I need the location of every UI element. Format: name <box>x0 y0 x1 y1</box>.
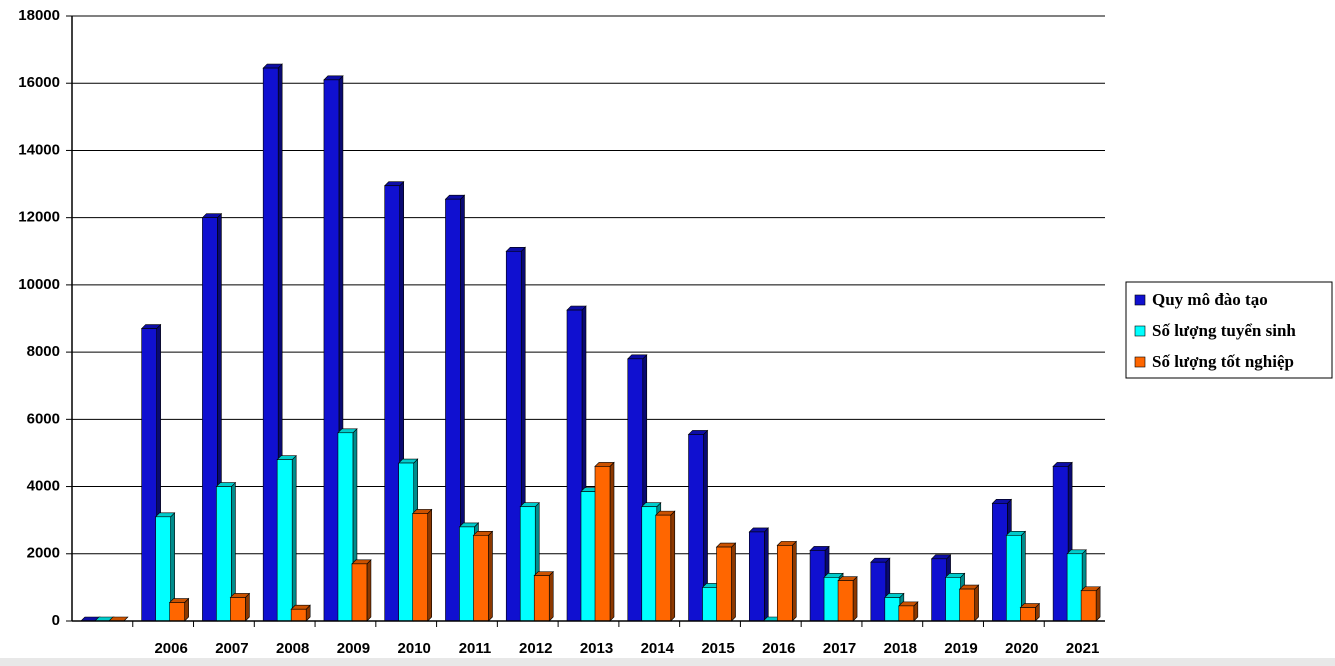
x-tick-label: 2009 <box>337 640 370 657</box>
bar <box>337 432 354 622</box>
y-tick-label: 18000 <box>18 7 60 24</box>
bar <box>931 558 947 622</box>
bar-side <box>670 510 676 622</box>
legend-label: Quy mô đào tạo <box>1152 290 1268 309</box>
bar <box>748 531 765 622</box>
bar-side <box>1095 586 1101 622</box>
legend-swatch <box>1134 294 1146 306</box>
bar <box>566 309 583 622</box>
legend-label: Số lượng tốt nghiệp <box>1152 352 1294 371</box>
bar-side <box>763 527 769 622</box>
x-tick-label: 2017 <box>823 640 856 657</box>
bar <box>959 588 975 622</box>
x-tick-label: 2013 <box>580 640 613 657</box>
bar <box>992 503 1008 622</box>
y-tick-label: 0 <box>52 612 60 629</box>
bar <box>141 328 157 622</box>
bar <box>505 250 522 622</box>
bar <box>594 466 611 622</box>
bar <box>716 546 732 622</box>
x-tick-label: 2014 <box>641 640 675 657</box>
bar <box>169 602 185 622</box>
bar <box>823 577 840 622</box>
bar <box>870 561 887 622</box>
bar <box>627 358 644 622</box>
bar-side <box>974 584 979 622</box>
x-tick-label: 2021 <box>1066 640 1099 657</box>
bar <box>776 545 793 622</box>
y-tick-label: 4000 <box>27 478 60 495</box>
bar-side <box>291 454 297 622</box>
x-tick-label: 2016 <box>762 640 795 657</box>
bar <box>351 563 368 622</box>
bar <box>473 534 489 622</box>
bar <box>216 486 232 622</box>
y-tick-label: 10000 <box>18 276 60 293</box>
x-tick-label: 2008 <box>276 640 309 657</box>
bar <box>655 514 672 622</box>
bar <box>1020 607 1036 622</box>
legend-swatch <box>1134 325 1146 337</box>
bar <box>230 597 246 622</box>
bar <box>945 577 961 622</box>
bar <box>398 462 415 622</box>
bar <box>641 506 658 622</box>
bar <box>809 550 826 622</box>
bar <box>533 575 550 622</box>
x-tick-label: 2019 <box>944 640 977 657</box>
x-tick-label: 2006 <box>154 640 187 657</box>
bar-side <box>245 592 250 622</box>
bar <box>519 506 536 622</box>
legend-label: Số lượng tuyển sinh <box>1152 321 1296 340</box>
y-tick-label: 6000 <box>27 410 60 427</box>
bar <box>702 587 718 622</box>
bar-side <box>366 559 372 622</box>
bar <box>323 79 340 622</box>
y-tick-label: 14000 <box>18 141 60 158</box>
bar-side <box>791 540 797 622</box>
x-tick-label: 2010 <box>398 640 431 657</box>
bar <box>290 608 307 622</box>
bar <box>1006 534 1022 622</box>
x-tick-label: 2015 <box>701 640 734 657</box>
bar <box>580 491 597 622</box>
bar <box>384 185 401 622</box>
bar <box>884 597 901 622</box>
bottom-strip <box>0 658 1335 666</box>
y-tick-label: 8000 <box>27 343 60 360</box>
bar <box>898 605 915 622</box>
bar-side <box>427 508 433 622</box>
y-tick-label: 12000 <box>18 209 60 226</box>
plot-area: 0 2000 4000 6000 8000 10000 12000 14000 16000 180… <box>18 7 1105 657</box>
bar <box>412 513 429 622</box>
bar <box>155 516 171 622</box>
legend: Quy mô đào tạo Số lượng tuyển sinh Số lượn… <box>1125 281 1333 379</box>
bar <box>202 217 218 622</box>
legend-swatch <box>1134 356 1146 368</box>
bar <box>262 67 279 622</box>
bar <box>1052 466 1069 622</box>
bar-side <box>548 570 554 622</box>
x-tick-label: 2012 <box>519 640 552 657</box>
bar-side <box>488 530 493 622</box>
x-tick-label: 2011 <box>459 640 492 657</box>
bar <box>459 526 475 622</box>
x-tick-label: 2007 <box>215 640 248 657</box>
x-tick-label: 2020 <box>1005 640 1038 657</box>
bar-side <box>852 575 858 622</box>
bar <box>1080 590 1097 622</box>
y-tick-label: 2000 <box>27 545 60 562</box>
bar <box>688 434 704 622</box>
legend-box <box>1125 281 1333 379</box>
bar <box>1066 553 1083 622</box>
bar <box>276 459 293 622</box>
bar <box>445 198 461 622</box>
y-tick-label: 16000 <box>18 74 60 91</box>
x-tick-label: 2018 <box>884 640 917 657</box>
bar-side <box>609 461 615 622</box>
bar-side <box>731 542 736 622</box>
bar <box>837 580 854 622</box>
